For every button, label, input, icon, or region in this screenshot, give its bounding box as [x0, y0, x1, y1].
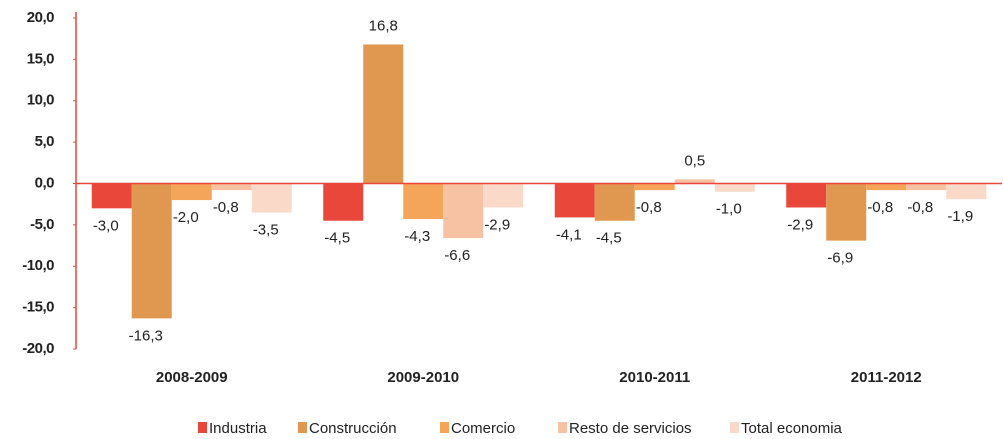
y-tick-label: 5,0 — [35, 133, 55, 150]
value-label: -3,0 — [93, 217, 119, 234]
legend-swatch — [198, 422, 207, 433]
bar — [594, 183, 635, 221]
y-tick-label: -5,0 — [30, 216, 54, 233]
y-tick-label: -15,0 — [22, 299, 54, 316]
bar — [131, 183, 172, 319]
value-label: -2,9 — [787, 216, 813, 233]
value-label: -4,1 — [556, 226, 582, 243]
x-tick-label: 2009-2010 — [387, 369, 459, 386]
value-label: 16,8 — [369, 17, 398, 34]
bar — [826, 183, 867, 241]
value-label: -1,9 — [947, 208, 973, 225]
bar — [674, 179, 715, 184]
value-label: -4,5 — [596, 230, 622, 247]
value-label: -0,8 — [907, 199, 933, 216]
value-label: -0,8 — [867, 199, 893, 216]
bar — [714, 183, 755, 192]
legend-label: Comercio — [451, 420, 515, 437]
y-tick-label: -10,0 — [22, 257, 54, 274]
y-tick-label: 0,0 — [35, 174, 55, 191]
bar — [786, 183, 827, 208]
legend-label: Resto de servicios — [569, 420, 692, 437]
bar — [363, 44, 404, 184]
bar — [554, 183, 595, 218]
bar — [443, 183, 484, 239]
x-tick-label: 2011-2012 — [851, 369, 922, 386]
value-label: -2,9 — [484, 216, 510, 233]
bar — [171, 183, 212, 201]
legend-swatch — [298, 422, 307, 433]
legend-label: Construcción — [309, 420, 397, 437]
bar — [323, 183, 364, 221]
bar — [634, 183, 675, 191]
value-label: -0,8 — [213, 199, 239, 216]
value-label: -4,5 — [324, 230, 350, 247]
y-tick-label: 15,0 — [27, 50, 54, 67]
y-tick-label: 10,0 — [27, 92, 54, 109]
bar — [251, 183, 292, 213]
value-label: -16,3 — [129, 327, 163, 344]
value-label: -6,9 — [827, 250, 853, 267]
value-label: -6,6 — [444, 247, 470, 264]
value-label: -3,5 — [253, 221, 279, 238]
legend-swatch — [730, 422, 739, 433]
legend-swatch — [440, 422, 449, 433]
x-tick-label: 2008-2009 — [156, 369, 228, 386]
value-label: -1,0 — [716, 201, 742, 218]
legend-label: Total economia — [741, 420, 843, 437]
value-label: 0,5 — [684, 152, 705, 169]
y-tick-label: -20,0 — [22, 340, 54, 357]
x-tick-label: 2010-2011 — [619, 369, 690, 386]
bar — [866, 183, 907, 191]
bar — [483, 183, 524, 208]
value-label: -4,3 — [404, 228, 430, 245]
bar — [211, 183, 252, 191]
legend-label: Industria — [209, 420, 267, 437]
bar — [906, 183, 947, 191]
value-label: -0,8 — [636, 199, 662, 216]
bar — [403, 183, 444, 220]
y-tick-label: 20,0 — [27, 9, 54, 26]
legend-swatch — [558, 422, 567, 433]
value-label: -2,0 — [173, 209, 199, 226]
bar — [946, 183, 987, 200]
bar — [91, 183, 132, 209]
